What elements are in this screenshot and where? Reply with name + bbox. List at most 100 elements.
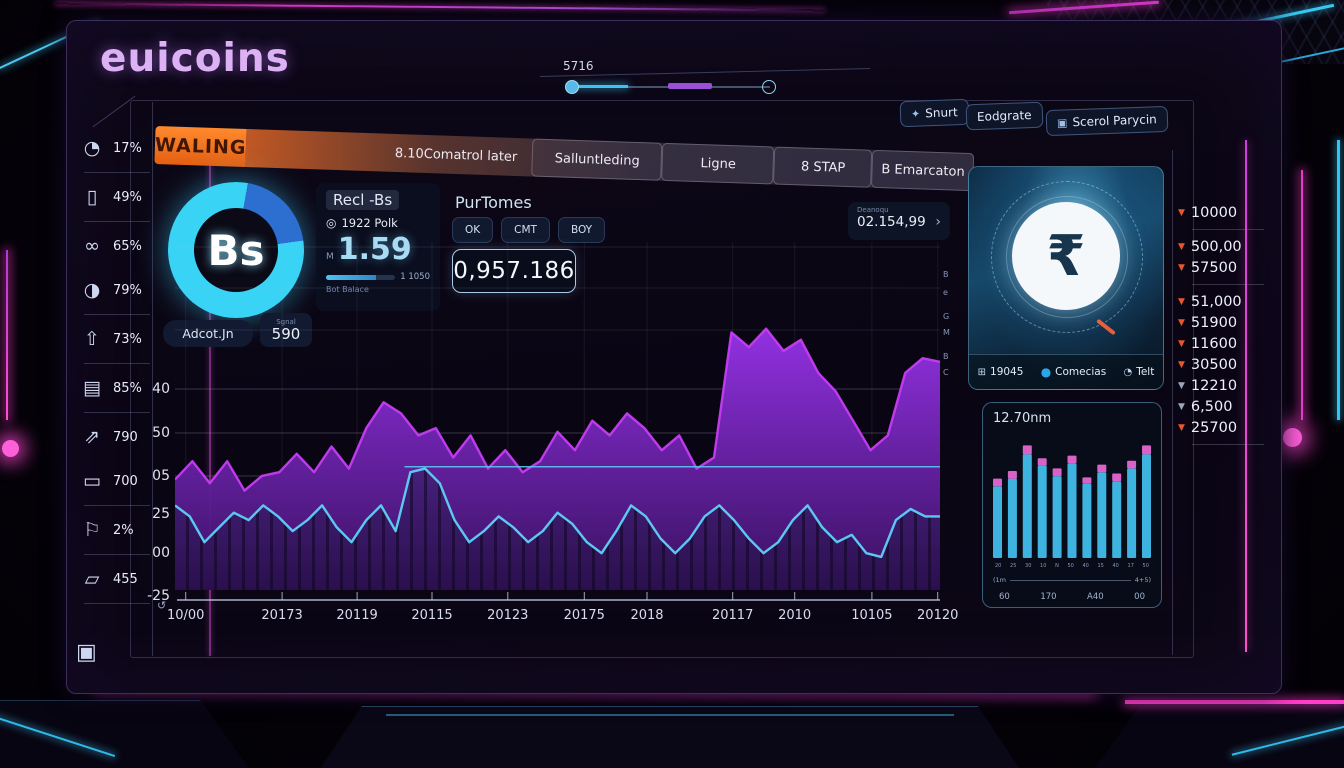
sidebar-item[interactable]: ◔ 17%	[80, 126, 154, 170]
sidebar-item[interactable]: ⇧ 73%	[80, 317, 154, 361]
quote-pill[interactable]: Deanoqu 02.154,99 ›	[848, 202, 950, 240]
x-axis-label: 2010	[778, 608, 812, 623]
bar-range-slider[interactable]: (1m 4+5)	[993, 576, 1151, 584]
x-axis-label: 10/00	[166, 608, 205, 623]
top-slider-knob[interactable]	[565, 80, 579, 94]
bar-footer-labels: 60 170 A40 00	[993, 592, 1151, 602]
bottom-right-cyan-diag	[1231, 722, 1344, 756]
price-card-title: Recl -Bs	[326, 190, 400, 210]
links-icon: ∞	[84, 235, 100, 257]
purtomes-title: PurTomes	[455, 193, 532, 212]
top-button-label: Scerol Parycin	[1072, 112, 1158, 130]
dot-icon: ●	[1040, 365, 1052, 379]
volume-bar-panel: 12.70nm 20 25 30 10 N 50 40 15 40 17 50 (1m 4+5) 6…	[982, 402, 1162, 608]
y-axis-label: 00	[152, 545, 170, 561]
down-triangle-icon: ▼	[1178, 317, 1185, 328]
right-tick-label: C	[943, 368, 949, 377]
x-axis-label: 10105	[851, 608, 893, 623]
sidebar-item[interactable]: ∞ 65%	[80, 224, 154, 268]
tab-waling-active[interactable]: WALING	[154, 126, 248, 168]
ticker-item[interactable]: ▼ 12210	[1178, 375, 1264, 396]
x-axis-label: 20115	[411, 608, 453, 623]
x-axis-label: 20123	[487, 608, 529, 623]
ticker-item[interactable]: ▼ 6,500	[1178, 396, 1264, 417]
right-pink-vline	[1301, 170, 1303, 420]
top-button-label: Snurt	[924, 105, 958, 121]
ticker-divider	[1192, 444, 1264, 445]
quote-row: 02.154,99 ›	[857, 214, 941, 230]
spark-icon: ✦	[910, 106, 921, 121]
rupee-coin[interactable]: ₹	[1012, 202, 1120, 310]
right-tick-label: B	[943, 352, 949, 361]
sidebar-item[interactable]: ▯ 49%	[80, 175, 154, 219]
ticker-value: 30500	[1190, 356, 1238, 373]
ticker-value: 51,000	[1190, 293, 1242, 310]
ticker-divider	[1172, 150, 1173, 655]
bs-coin-donut: Bs	[168, 182, 304, 318]
ticker-item[interactable]: ▼ 25700	[1178, 417, 1264, 438]
currency-stat[interactable]: ⊞ 19045	[978, 366, 1024, 378]
ticker-item[interactable]: ▼ 51,000	[1178, 291, 1264, 312]
signal-badge-value: 590	[271, 324, 301, 343]
tab-5[interactable]: B Emarcaton	[871, 149, 975, 192]
bar-category-label: 40	[1082, 563, 1089, 569]
ticker-item[interactable]: ▼ 11600	[1178, 333, 1264, 354]
coin-badge-icon: ◎	[326, 216, 337, 230]
purtomes-value-box[interactable]: 0,957.186	[452, 249, 576, 293]
ticker-item[interactable]: ▼ 57500	[1178, 257, 1264, 278]
ticker-item[interactable]: ▼ 10000	[1178, 202, 1264, 223]
tab-2[interactable]: Salluntleding	[531, 138, 663, 181]
currency-stat[interactable]: ◔ Telt	[1123, 366, 1154, 378]
top-slider-end-handle[interactable]	[762, 80, 776, 94]
sidebar-item[interactable]: ⇗ 790	[80, 415, 154, 459]
top-button-eodgrate[interactable]: Eodgrate	[965, 101, 1043, 131]
sidebar-divider	[84, 172, 150, 173]
x-axis-label: 20120	[917, 608, 959, 623]
sidebar-metrics: ◔ 17% ▯ 49% ∞ 65% ◑ 79% ⇧ 73% ▤ 85% ⇗ 790 ▭ 700 ⚐ 2% ▱ 455	[80, 126, 154, 606]
down-triangle-icon: ▼	[1178, 359, 1185, 370]
down-triangle-icon: ▼	[1178, 401, 1185, 412]
bottom-right-greeble	[1094, 700, 1344, 768]
bar-range-left: (1m	[993, 576, 1007, 584]
down-triangle-icon: ▼	[1178, 207, 1185, 218]
gauge-icon: ◔	[83, 137, 101, 159]
currency-stat[interactable]: ● Comecias	[1041, 365, 1107, 379]
ticker-item[interactable]: ▼ 30500	[1178, 354, 1264, 375]
sidebar-item[interactable]: ⚐ 2%	[80, 508, 154, 552]
sidebar-divider	[84, 221, 150, 222]
sidebar-item[interactable]: ▱ 455	[80, 557, 154, 601]
y-axis-label: 05	[152, 468, 170, 484]
grid-icon: ⊞	[977, 366, 987, 378]
bank-icon: ▤	[83, 377, 101, 399]
top-button-scerol-parycin[interactable]: ▣ Scerol Parycin	[1045, 105, 1169, 137]
down-triangle-icon: ▼	[1178, 296, 1185, 307]
signal-badge[interactable]: Sgnal 590	[260, 313, 312, 347]
chevron-right-icon[interactable]: ›	[935, 214, 941, 230]
ticker-item[interactable]: ▼ 500,00	[1178, 236, 1264, 257]
price-pair: 1922 Polk	[341, 216, 398, 230]
bottom-left-cyan-diag	[0, 714, 116, 758]
ticker-value: 57500	[1190, 259, 1238, 276]
briefcase-icon[interactable]: ▣	[76, 640, 97, 665]
x-axis-label: 20173	[261, 608, 303, 623]
top-button-label: Eodgrate	[976, 108, 1032, 124]
price-footnote: Bot Balace	[326, 285, 369, 294]
dial-ring-inner	[1006, 196, 1128, 318]
tab-4[interactable]: 8 STAP	[773, 146, 873, 188]
purtomes-button-boy[interactable]: BOY	[557, 217, 606, 243]
sidebar-item[interactable]: ▤ 85%	[80, 366, 154, 410]
tab-3[interactable]: Ligne	[661, 142, 775, 185]
rocket-icon: ⇗	[84, 426, 100, 448]
ticker-item[interactable]: ▼ 51900	[1178, 312, 1264, 333]
down-triangle-icon: ▼	[1178, 262, 1185, 273]
purtomes-button-cmt[interactable]: CMT	[501, 217, 550, 243]
purtomes-button-ok[interactable]: OK	[452, 217, 494, 243]
price-value-row: M 1.59	[326, 232, 430, 267]
top-button-snurt[interactable]: ✦ Snurt	[899, 98, 970, 128]
currency-stat-label: Telt	[1136, 366, 1155, 378]
reload-icon[interactable]: ↺	[157, 599, 167, 612]
market-badge[interactable]: Adcot.Jn	[163, 320, 253, 347]
sidebar-item[interactable]: ◑ 79%	[80, 268, 154, 312]
right-tick-label: G	[943, 312, 950, 321]
sidebar-item[interactable]: ▭ 700	[80, 459, 154, 503]
